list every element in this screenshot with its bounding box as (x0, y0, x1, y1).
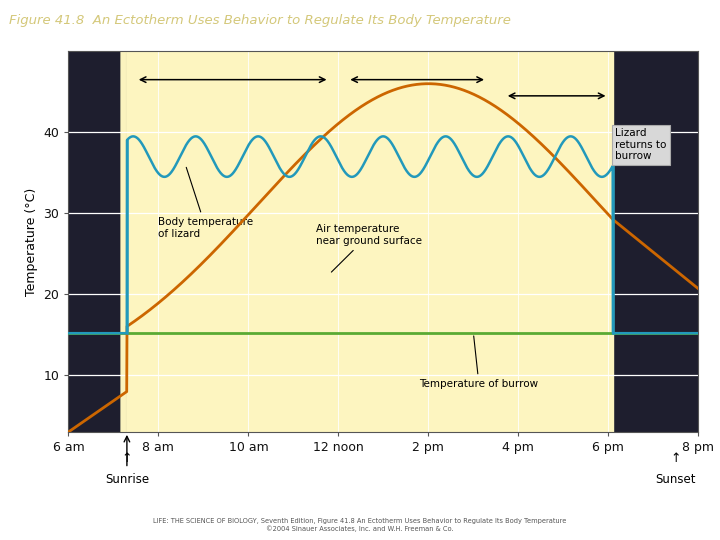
Bar (121, 51, 124, 432)
Bar (127, 51, 613, 432)
Text: Air temperature
near ground surface: Air temperature near ground surface (316, 224, 422, 272)
Text: LIFE: THE SCIENCE OF BIOLOGY, Seventh Edition, Figure 41.8 An Ectotherm Uses Beh: LIFE: THE SCIENCE OF BIOLOGY, Seventh Ed… (153, 518, 567, 531)
Bar (121, 51, 125, 432)
Bar (121, 51, 126, 432)
Bar (68, 51, 127, 432)
Bar (120, 51, 122, 432)
Bar (121, 51, 123, 432)
Bar (120, 51, 122, 432)
Bar (121, 51, 126, 432)
Bar (613, 51, 698, 432)
Text: Sunrise: Sunrise (105, 473, 149, 487)
Bar (121, 51, 125, 432)
Bar (121, 51, 127, 432)
Text: Lizard
returns to
burrow: Lizard returns to burrow (615, 128, 667, 161)
Bar (121, 51, 124, 432)
Text: Temperature of burrow: Temperature of burrow (419, 336, 539, 389)
Bar (121, 51, 124, 432)
Bar (121, 51, 125, 432)
Bar (121, 51, 123, 432)
Text: Sunset: Sunset (656, 473, 696, 487)
Text: ↑: ↑ (670, 451, 681, 465)
Bar (121, 51, 122, 432)
Bar (120, 51, 122, 432)
Bar (121, 51, 125, 432)
Text: Figure 41.8  An Ectotherm Uses Behavior to Regulate Its Body Temperature: Figure 41.8 An Ectotherm Uses Behavior t… (9, 14, 510, 27)
Text: ↑: ↑ (122, 451, 132, 465)
Text: Body temperature
of lizard: Body temperature of lizard (158, 167, 253, 239)
Y-axis label: Temperature (°C): Temperature (°C) (25, 187, 38, 296)
